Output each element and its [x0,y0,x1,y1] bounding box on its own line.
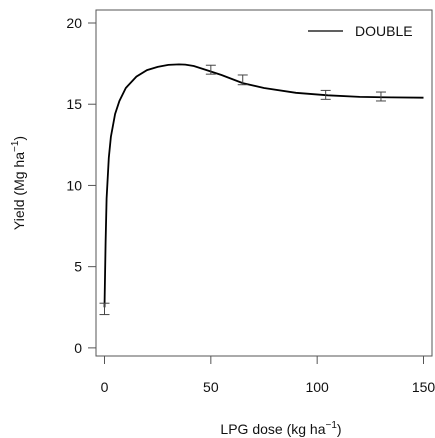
plot-frame [95,9,433,357]
y-tick-label: 10 [66,177,82,193]
x-axis: 0 50 100 150 [101,356,435,395]
error-bar [205,64,216,75]
y-axis: 0 5 10 15 20 [66,15,96,356]
legend-label-double: DOUBLE [355,23,413,39]
y-tick-label: 20 [66,15,82,31]
x-tick-label: 50 [203,379,219,395]
error-bar [99,302,110,316]
error-bar [375,91,386,102]
error-bars [99,64,386,316]
y-tick-label: 5 [74,259,82,275]
x-tick-label: 100 [305,379,329,395]
x-tick-label: 150 [412,379,435,395]
error-bar [320,89,331,100]
series-line-double [103,63,424,308]
x-axis-label: LPG dose (kg ha−1) [220,420,341,437]
y-axis-label: Yield (Mg ha−1) [10,136,27,230]
y-tick-label: 0 [74,340,82,356]
y-tick-label: 15 [66,96,82,112]
error-bar [237,74,248,86]
x-tick-label: 0 [101,379,109,395]
legend: DOUBLE [308,23,413,39]
